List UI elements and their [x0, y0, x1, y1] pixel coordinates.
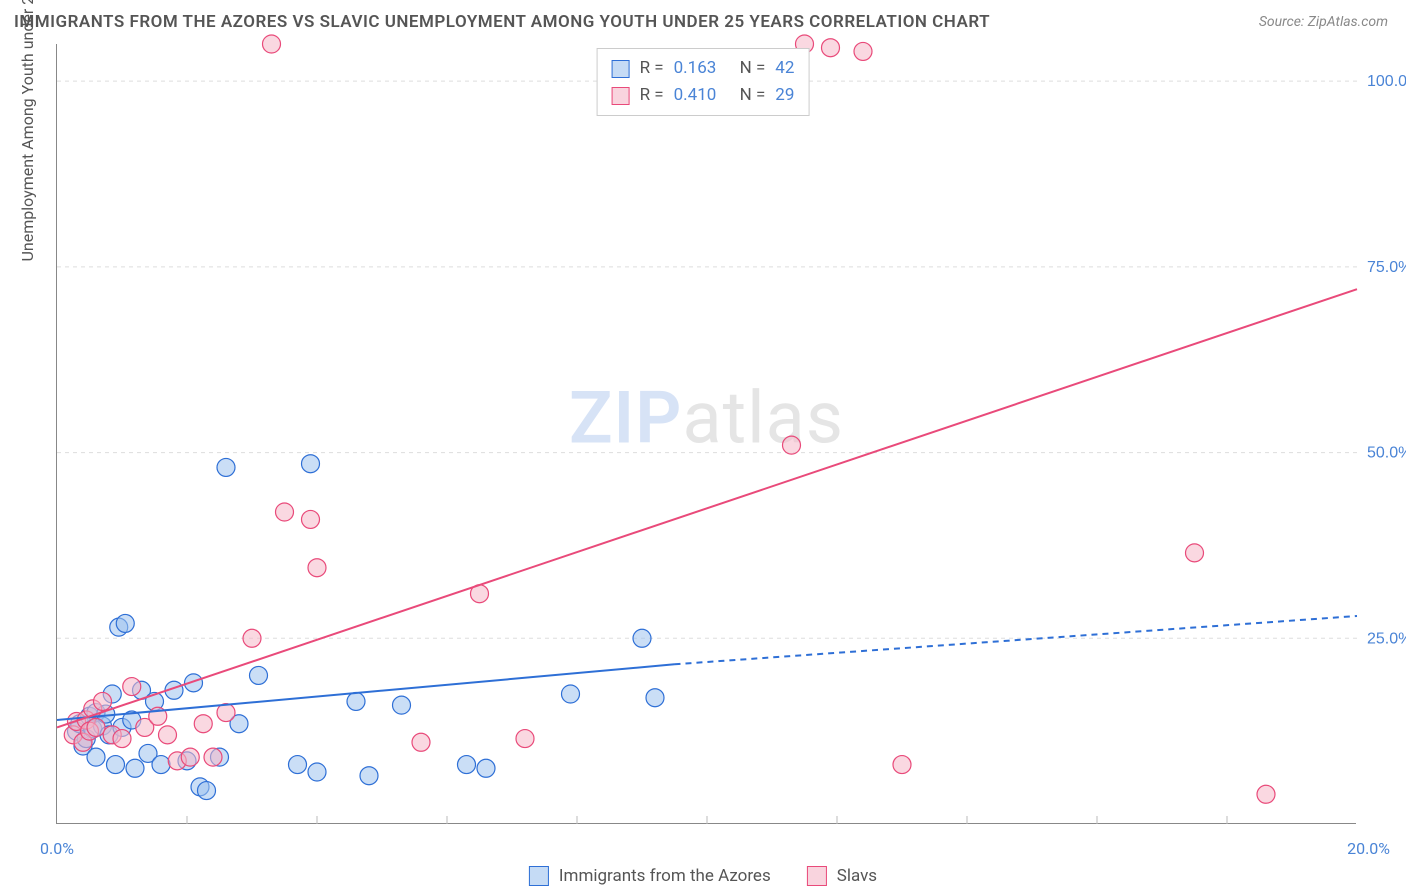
data-point: [893, 756, 911, 774]
data-point: [204, 748, 222, 766]
data-point: [360, 767, 378, 785]
data-point: [194, 715, 212, 733]
series-legend-item: Immigrants from the Azores: [529, 866, 771, 886]
source-attribution: Source: ZipAtlas.com: [1259, 14, 1388, 30]
correlation-chart: IMMIGRANTS FROM THE AZORES VS SLAVIC UNE…: [0, 0, 1406, 892]
plot-area: ZIPatlas 25.0%50.0%75.0%100.0%: [56, 44, 1356, 824]
data-point: [289, 756, 307, 774]
legend-r-value: 0.163: [674, 55, 730, 82]
data-point: [783, 436, 801, 454]
data-point: [87, 748, 105, 766]
data-point: [302, 510, 320, 528]
chart-title: IMMIGRANTS FROM THE AZORES VS SLAVIC UNE…: [14, 12, 990, 32]
data-point: [347, 692, 365, 710]
series-legend: Immigrants from the Azores Slavs: [529, 866, 877, 886]
legend-n-value: 29: [775, 82, 794, 109]
data-point: [308, 559, 326, 577]
trend-line-extrapolated: [675, 616, 1358, 664]
legend-n-label: N =: [740, 82, 766, 109]
data-point: [126, 759, 144, 777]
data-point: [159, 726, 177, 744]
data-point: [94, 692, 112, 710]
data-point: [633, 629, 651, 647]
legend-swatch: [612, 60, 630, 78]
stats-legend-row: R = 0.410 N = 29: [612, 82, 795, 109]
data-point: [152, 756, 170, 774]
trend-line: [57, 289, 1357, 727]
data-point: [250, 666, 268, 684]
data-point: [1186, 544, 1204, 562]
legend-swatch: [529, 866, 549, 886]
y-axis-title: Unemployment Among Youth under 25 years: [18, 0, 37, 261]
data-point: [646, 689, 664, 707]
data-point: [107, 756, 125, 774]
data-point: [217, 458, 235, 476]
data-point: [516, 730, 534, 748]
y-tick-label: 100.0%: [1367, 73, 1406, 90]
legend-r-label: R =: [640, 82, 664, 109]
y-tick-label: 25.0%: [1367, 630, 1406, 647]
x-axis-max-label: 20.0%: [1347, 839, 1390, 858]
data-point: [458, 756, 476, 774]
series-name: Slavs: [837, 866, 877, 886]
data-point: [116, 614, 134, 632]
data-point: [308, 763, 326, 781]
series-name: Immigrants from the Azores: [559, 866, 771, 886]
legend-swatch: [612, 87, 630, 105]
series-legend-item: Slavs: [807, 866, 877, 886]
legend-swatch: [807, 866, 827, 886]
legend-r-label: R =: [640, 55, 664, 82]
y-tick-label: 75.0%: [1367, 259, 1406, 276]
legend-r-value: 0.410: [674, 82, 730, 109]
data-point: [243, 629, 261, 647]
data-point: [1257, 785, 1275, 803]
legend-n-value: 42: [775, 55, 794, 82]
data-point: [276, 503, 294, 521]
data-point: [263, 35, 281, 53]
data-point: [198, 782, 216, 800]
legend-n-label: N =: [740, 55, 766, 82]
data-point: [87, 718, 105, 736]
data-point: [123, 678, 141, 696]
data-point: [477, 759, 495, 777]
data-point: [181, 748, 199, 766]
data-point: [113, 730, 131, 748]
y-tick-label: 50.0%: [1367, 445, 1406, 462]
stats-legend: R = 0.163 N = 42 R = 0.410 N = 29: [597, 48, 810, 116]
x-axis-min-label: 0.0%: [40, 839, 74, 858]
chart-svg: 25.0%50.0%75.0%100.0%: [57, 44, 1356, 823]
data-point: [393, 696, 411, 714]
data-point: [562, 685, 580, 703]
stats-legend-row: R = 0.163 N = 42: [612, 55, 795, 82]
data-point: [822, 39, 840, 57]
data-point: [302, 455, 320, 473]
data-point: [412, 733, 430, 751]
data-point: [854, 42, 872, 60]
